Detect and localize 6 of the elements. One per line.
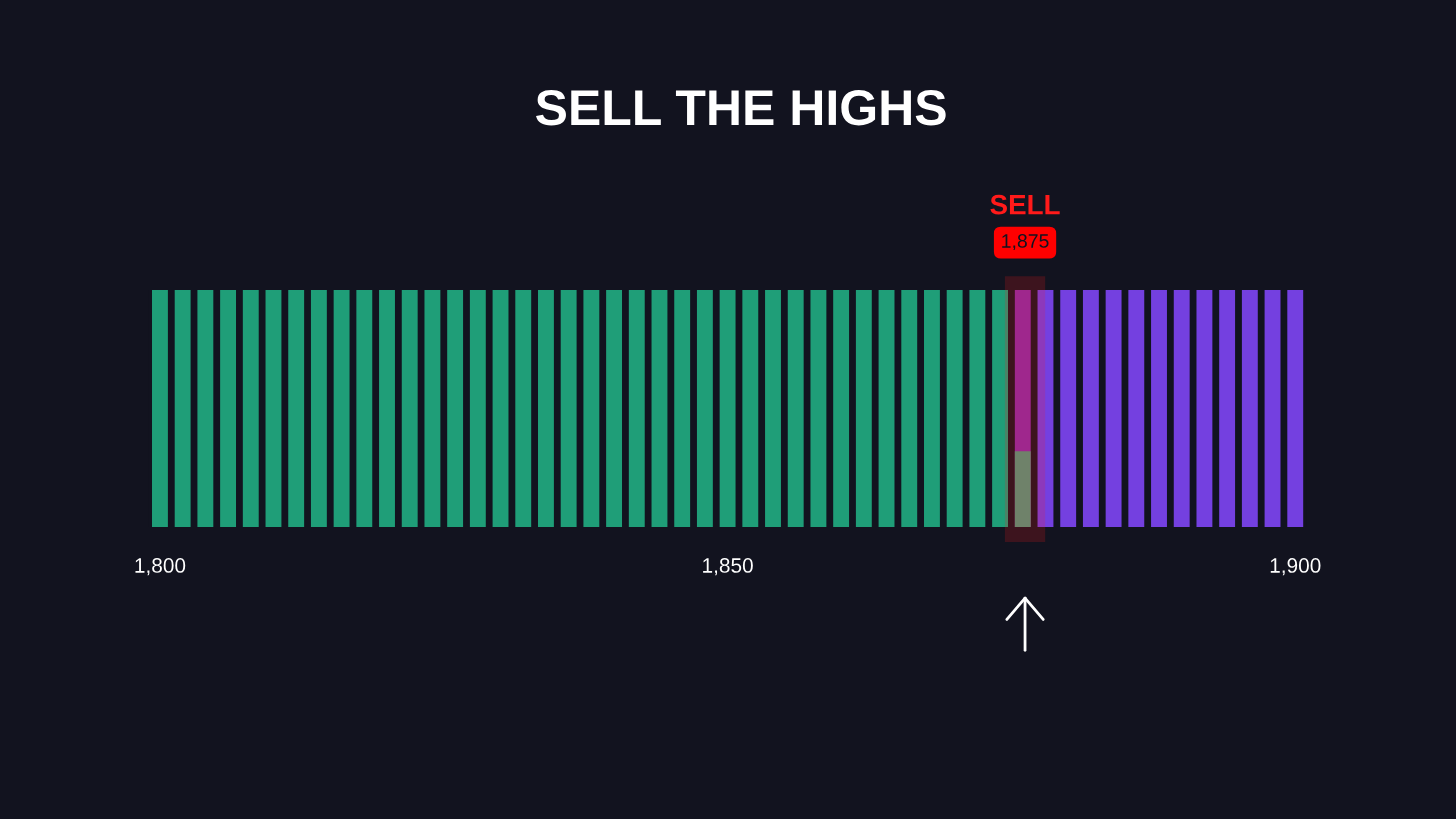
chart-title: SELL THE HIGHS bbox=[536, 90, 946, 126]
x-tick-label: 1,850 bbox=[703, 558, 753, 576]
band-label: SELL bbox=[990, 194, 1060, 215]
text: 1,875 bbox=[1002, 234, 1049, 251]
x-tick-label: 1,900 bbox=[1270, 558, 1321, 576]
x-tick-label: 1,800 bbox=[135, 558, 186, 576]
